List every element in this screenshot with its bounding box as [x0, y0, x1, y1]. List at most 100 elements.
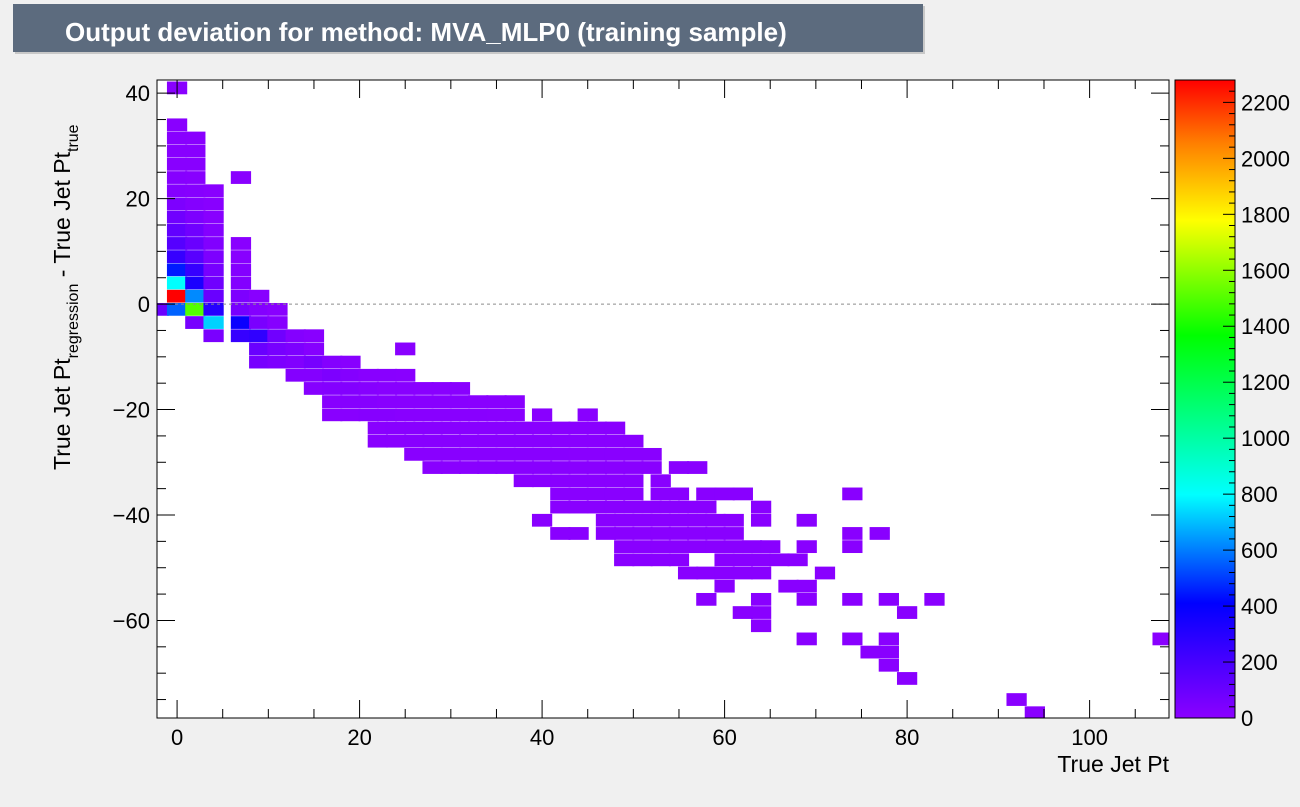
heatmap-cell — [185, 250, 206, 264]
heatmap-cell — [404, 447, 425, 461]
heatmap-cell — [458, 434, 480, 448]
heatmap-cell — [614, 527, 635, 540]
heatmap-cell — [531, 408, 553, 422]
heatmap-cell — [440, 447, 461, 461]
heatmap-cell — [367, 434, 388, 448]
heatmap-cell — [714, 553, 735, 567]
heatmap-cell — [550, 434, 571, 448]
heatmap-cell — [449, 408, 471, 422]
heatmap-cell — [303, 329, 325, 343]
heatmap-cell — [340, 368, 361, 382]
heatmap-cell — [376, 368, 398, 382]
heatmap-cell — [787, 553, 808, 567]
x-tick-label: 0 — [171, 725, 183, 750]
heatmap-cell — [385, 421, 407, 435]
heatmap-cell — [796, 592, 817, 606]
heatmap-cell — [267, 316, 288, 329]
x-tick-label: 100 — [1071, 725, 1108, 750]
heatmap-cell — [750, 553, 772, 567]
heatmap-cell — [303, 355, 325, 369]
heatmap-cell — [614, 540, 635, 554]
heatmap-cell — [705, 527, 726, 540]
y-tick-label: 40 — [126, 81, 150, 106]
x-tick-label: 40 — [530, 725, 554, 750]
heatmap-cell — [203, 329, 224, 343]
heatmap-cell — [322, 395, 343, 409]
heatmap-cell — [477, 421, 498, 435]
heatmap-cell — [185, 302, 206, 316]
heatmap-cell — [203, 289, 224, 303]
heatmap-cell — [166, 289, 188, 303]
heatmap-cell — [696, 487, 717, 501]
heatmap-cell — [604, 421, 626, 435]
heatmap-cell — [668, 527, 690, 540]
z-tick-label: 1400 — [1241, 314, 1290, 339]
heatmap-cell — [185, 184, 206, 198]
heatmap-cell — [458, 461, 480, 474]
heatmap-cell — [586, 487, 607, 501]
heatmap-cell — [166, 302, 188, 316]
heatmap-cell — [878, 632, 899, 646]
heatmap-cell — [614, 553, 635, 567]
heatmap-cell — [531, 474, 553, 488]
heatmap-cell — [395, 395, 416, 409]
heatmap-cell — [404, 421, 425, 435]
heatmap-cell — [185, 144, 206, 158]
heatmap-cell — [623, 474, 644, 488]
heatmap-cell — [586, 447, 607, 461]
heatmap-cell — [477, 447, 498, 461]
heatmap-cell — [860, 645, 881, 659]
heatmap-cell — [166, 276, 188, 290]
heatmap-cell — [842, 592, 863, 606]
heatmap-cell — [166, 237, 188, 250]
heatmap-cell — [550, 447, 571, 461]
heatmap-cell — [796, 540, 817, 554]
y-tick-label: −40 — [113, 503, 150, 528]
heatmap-cell — [732, 553, 753, 567]
z-tick-label: 600 — [1241, 538, 1278, 563]
heatmap-cell — [586, 500, 607, 514]
heatmap-cell — [659, 500, 680, 514]
heatmap-cell — [750, 513, 772, 527]
heatmap-cell — [732, 606, 753, 619]
heatmap-cell — [687, 461, 708, 474]
heatmap-cell — [477, 461, 498, 474]
y-tick-label: −20 — [113, 398, 150, 423]
heatmap-cell — [632, 513, 653, 527]
heatmap-cell — [650, 553, 671, 567]
heatmap-cell — [395, 368, 416, 382]
heatmap-cell — [796, 632, 817, 646]
heatmap-cell — [842, 487, 863, 501]
heatmap-cell — [531, 421, 553, 435]
z-tick-label: 1800 — [1241, 202, 1290, 227]
heatmap-cell — [358, 395, 379, 409]
heatmap-cell — [477, 434, 498, 448]
heatmap-cell — [185, 171, 206, 184]
heatmap-cell — [431, 408, 452, 422]
heatmap-cell — [842, 527, 863, 540]
x-axis: 0 20 40 60 80 100 — [171, 80, 1136, 750]
heatmap-cell — [166, 210, 188, 224]
heatmap-cell — [203, 316, 224, 329]
heatmap-cell — [340, 382, 361, 395]
heatmap-cell — [486, 408, 507, 422]
x-tick-label: 80 — [895, 725, 919, 750]
heatmap-cell — [604, 434, 626, 448]
heatmap-cell — [641, 461, 662, 474]
color-scale-bar — [1174, 79, 1236, 719]
heatmap-cell — [440, 434, 461, 448]
heatmap-cell — [185, 237, 206, 250]
heatmap-cell — [285, 355, 306, 369]
heatmap-cell — [249, 329, 270, 343]
heatmap-cell — [595, 527, 617, 540]
heatmap-cell — [714, 579, 735, 593]
heatmap-cell — [203, 197, 224, 211]
heatmap-cell — [568, 474, 589, 488]
heatmap-cell — [513, 421, 534, 435]
heatmap-cell — [230, 316, 252, 329]
heatmap-cell — [696, 592, 717, 606]
heatmap-cell — [395, 408, 416, 422]
heatmap-cell — [413, 395, 434, 409]
z-tick-label: 400 — [1241, 594, 1278, 619]
